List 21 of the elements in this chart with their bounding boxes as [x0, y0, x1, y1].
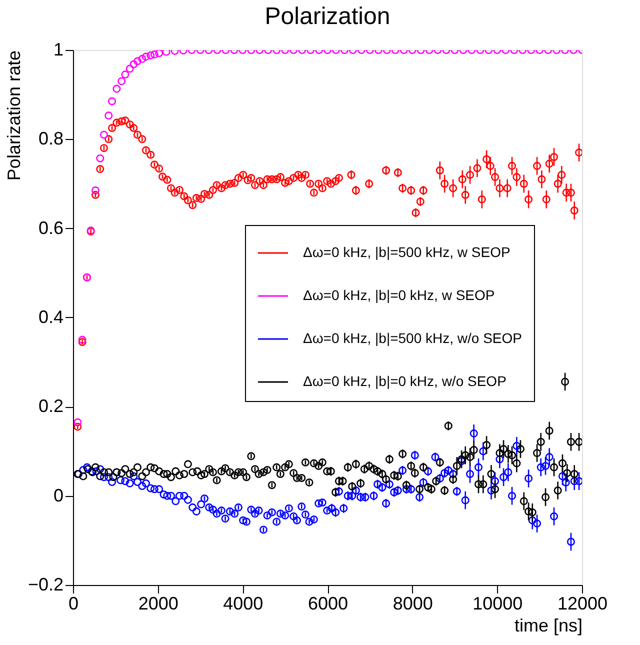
y-tick-label: 0.2 — [38, 396, 64, 416]
x-tick-label: 0 — [68, 594, 79, 614]
y-tick-label: 1 — [53, 40, 64, 60]
x-tick-label: 2000 — [138, 594, 178, 614]
y-tick-label: 0 — [53, 485, 64, 506]
y-tick-label: 0.8 — [38, 128, 64, 149]
x-axis-title: time [ns] — [514, 616, 582, 636]
legend-label: Δω=0 kHz, |b|=0 kHz, w/o SEOP — [303, 373, 506, 389]
y-axis-title: Polarization rate — [4, 50, 24, 181]
y-tick-label: 0.4 — [38, 307, 64, 327]
x-tick-label: 4000 — [223, 594, 264, 614]
x-tick-label: 12000 — [557, 594, 608, 614]
y-tick-label: 0.6 — [38, 218, 64, 238]
chart-title: Polarization — [264, 3, 390, 30]
y-tick-label: −0.2 — [28, 574, 64, 594]
x-tick-label: 6000 — [308, 594, 348, 614]
legend-label: Δω=0 kHz, |b|=500 kHz, w SEOP — [303, 244, 510, 260]
x-tick-label: 8000 — [392, 594, 433, 614]
legend-label: Δω=0 kHz, |b|=500 kHz, w/o SEOP — [303, 330, 522, 346]
x-tick-label: 10000 — [472, 594, 523, 614]
legend-label: Δω=0 kHz, |b|=0 kHz, w SEOP — [303, 287, 495, 303]
